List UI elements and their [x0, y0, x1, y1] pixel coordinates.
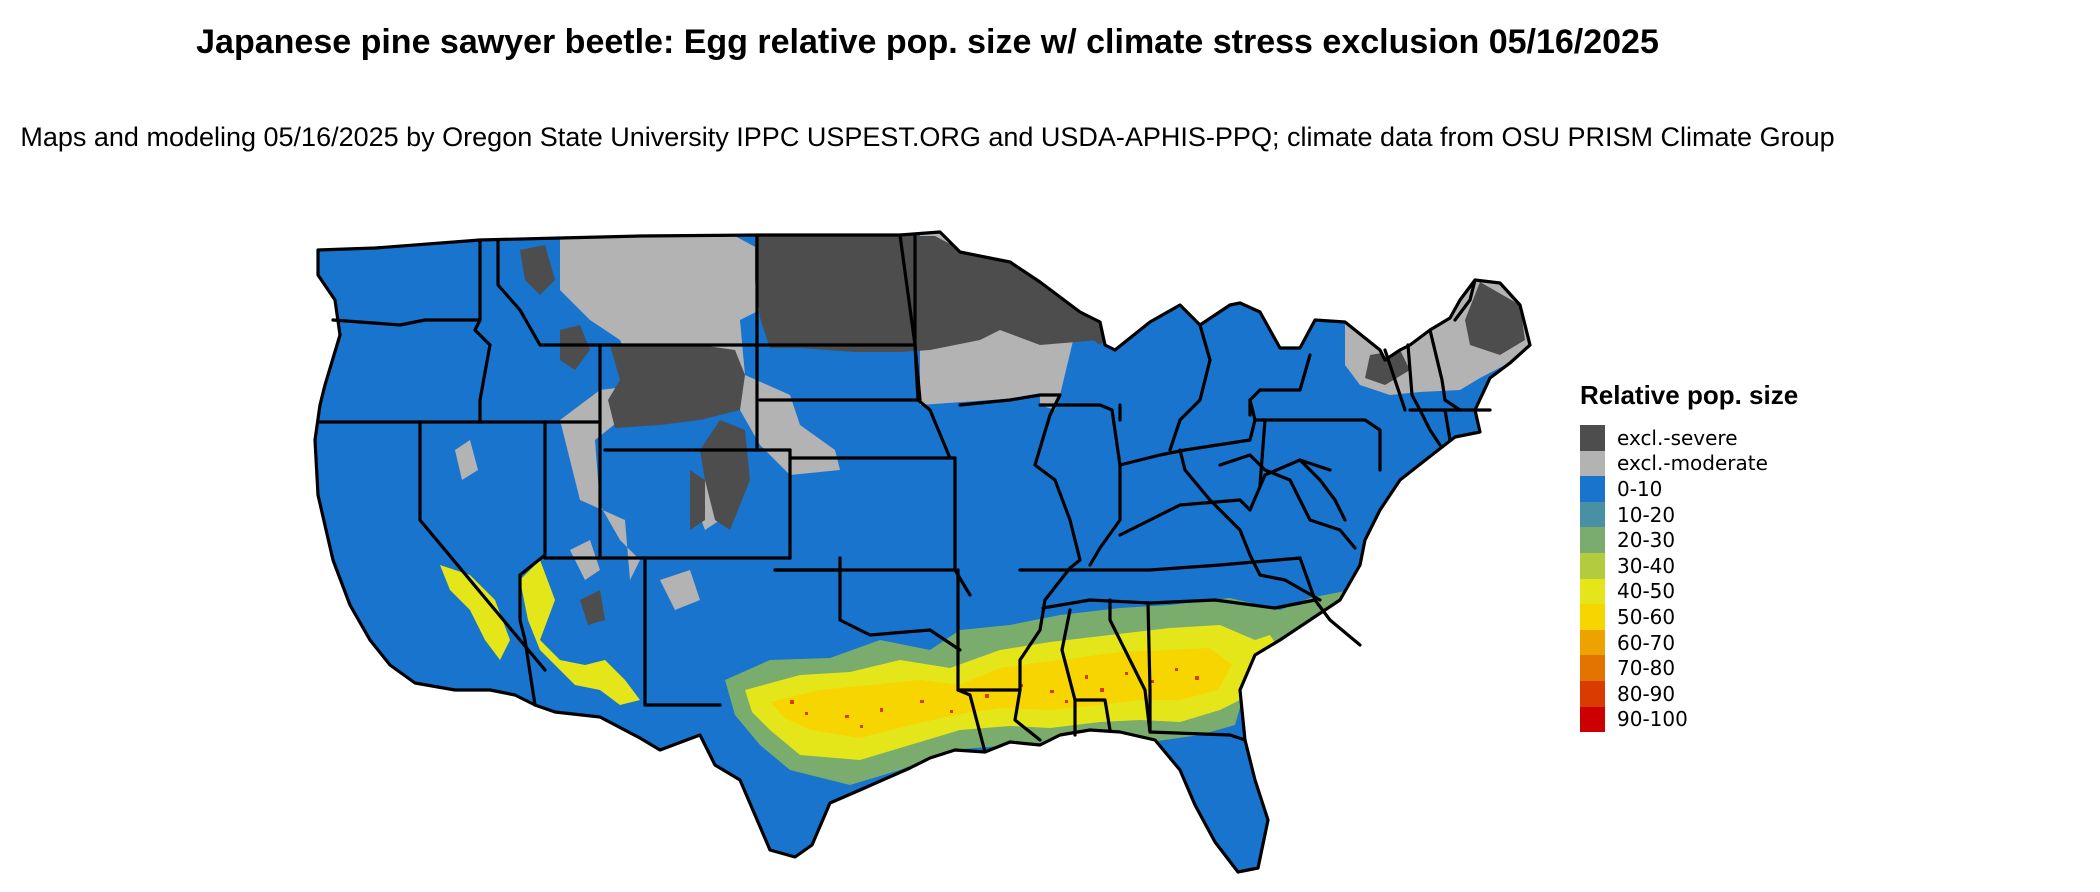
- legend-swatch: [1580, 552, 1605, 579]
- legend-item: 0-10: [1580, 476, 1798, 502]
- legend-item: 40-50: [1580, 578, 1798, 605]
- legend-swatch: [1580, 425, 1605, 451]
- legend-item: excl.-severe: [1580, 425, 1798, 451]
- legend-item: 60-70: [1580, 629, 1798, 656]
- legend-item: 70-80: [1580, 655, 1798, 681]
- region-south-peak-80-90: [790, 668, 1199, 728]
- legend-item: 50-60: [1580, 604, 1798, 630]
- legend-swatch: [1580, 680, 1605, 707]
- legend-label: 50-60: [1617, 604, 1676, 629]
- legend-swatch: [1580, 450, 1605, 477]
- legend-label: 40-50: [1617, 579, 1676, 604]
- legend-label: 90-100: [1617, 707, 1688, 732]
- legend-label: 10-20: [1617, 502, 1676, 527]
- legend-label: 70-80: [1617, 656, 1676, 681]
- legend-item: 20-30: [1580, 527, 1798, 553]
- legend-swatch: [1580, 655, 1605, 681]
- region-southwest-hotspot: [440, 560, 640, 705]
- map-title: Japanese pine sawyer beetle: Egg relativ…: [196, 23, 1659, 61]
- legend-label: 20-30: [1617, 528, 1676, 553]
- legend-item: 10-20: [1580, 501, 1798, 528]
- region-excl-severe: [520, 236, 1525, 625]
- legend-swatch: [1580, 501, 1605, 528]
- legend-swatch: [1580, 706, 1605, 733]
- legend-item: 90-100: [1580, 706, 1798, 733]
- legend-items: excl.-severe excl.-moderate 0-10 10-20 20-30…: [1580, 425, 1798, 733]
- legend-swatch: [1580, 476, 1605, 502]
- legend-label: 30-40: [1617, 553, 1676, 578]
- map-legend: Relative pop. size excl.-severe excl.-mod…: [1580, 380, 1799, 733]
- legend-item: 30-40: [1580, 552, 1798, 579]
- legend-swatch: [1580, 527, 1605, 553]
- legend-title: Relative pop. size: [1580, 380, 1799, 410]
- legend-label: 60-70: [1617, 630, 1676, 655]
- map-subtitle: Maps and modeling 05/16/2025 by Oregon S…: [20, 122, 1835, 152]
- legend-label: excl.-severe: [1617, 425, 1738, 450]
- legend-item: excl.-moderate: [1580, 450, 1798, 477]
- state-boundaries: [313, 230, 1532, 874]
- legend-swatch: [1580, 629, 1605, 656]
- region-south-band-50-60: [770, 648, 1232, 738]
- legend-item: 80-90: [1580, 680, 1798, 707]
- legend-swatch: [1580, 604, 1605, 630]
- legend-swatch: [1580, 578, 1605, 605]
- legend-label: excl.-moderate: [1617, 451, 1768, 476]
- legend-label: 0-10: [1617, 476, 1663, 501]
- us-map: [313, 230, 1532, 874]
- legend-label: 80-90: [1617, 681, 1676, 706]
